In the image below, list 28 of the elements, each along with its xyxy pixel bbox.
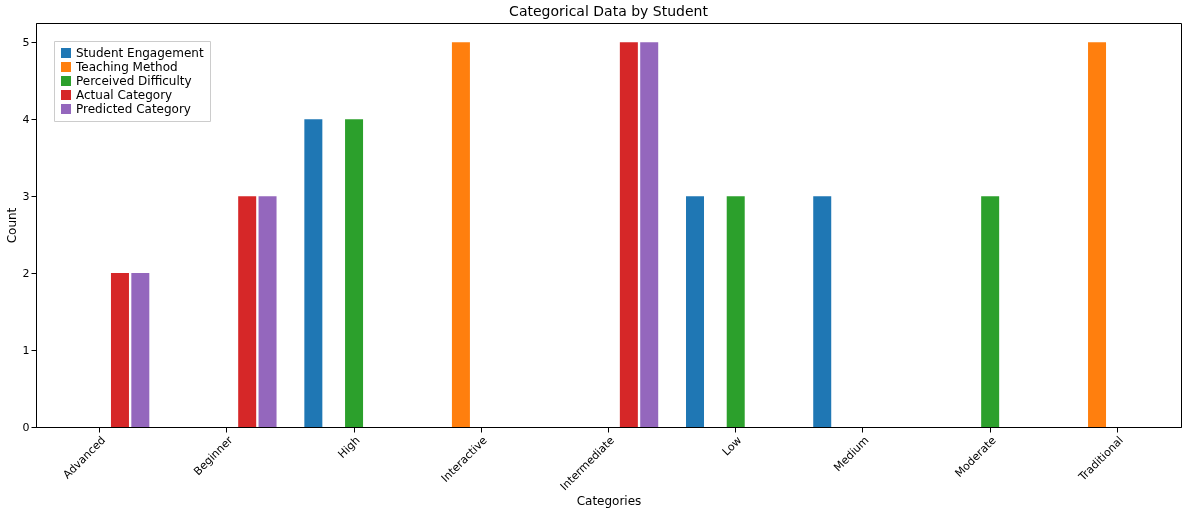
- legend-label: Predicted Category: [76, 102, 191, 116]
- y-tick-label: 4: [22, 112, 30, 126]
- bar: [981, 196, 1000, 427]
- bar: [686, 196, 705, 427]
- bar: [813, 196, 832, 427]
- legend-label: Actual Category: [76, 88, 173, 102]
- bar: [640, 42, 659, 427]
- chart-title: Categorical Data by Student: [509, 3, 709, 19]
- bar: [619, 42, 638, 427]
- bar: [1088, 42, 1107, 427]
- bar: [726, 196, 745, 427]
- x-axis-title: Categories: [576, 494, 642, 509]
- legend-label: Student Engagement: [76, 46, 204, 60]
- y-tick-label: 2: [22, 266, 30, 280]
- y-tick-label: 1: [22, 343, 30, 357]
- bar: [238, 196, 257, 427]
- legend-label: Perceived Difficulty: [76, 74, 192, 88]
- bar: [304, 119, 323, 427]
- bar: [451, 42, 470, 427]
- y-tick-label: 0: [22, 420, 30, 434]
- bar: [345, 119, 364, 427]
- y-tick-label: 5: [22, 35, 30, 49]
- bar: [131, 273, 150, 427]
- bar: [110, 273, 129, 427]
- y-axis-title: Count: [4, 207, 19, 244]
- y-tick-label: 3: [22, 189, 30, 203]
- bar: [258, 196, 277, 427]
- legend-label: Teaching Method: [75, 60, 178, 74]
